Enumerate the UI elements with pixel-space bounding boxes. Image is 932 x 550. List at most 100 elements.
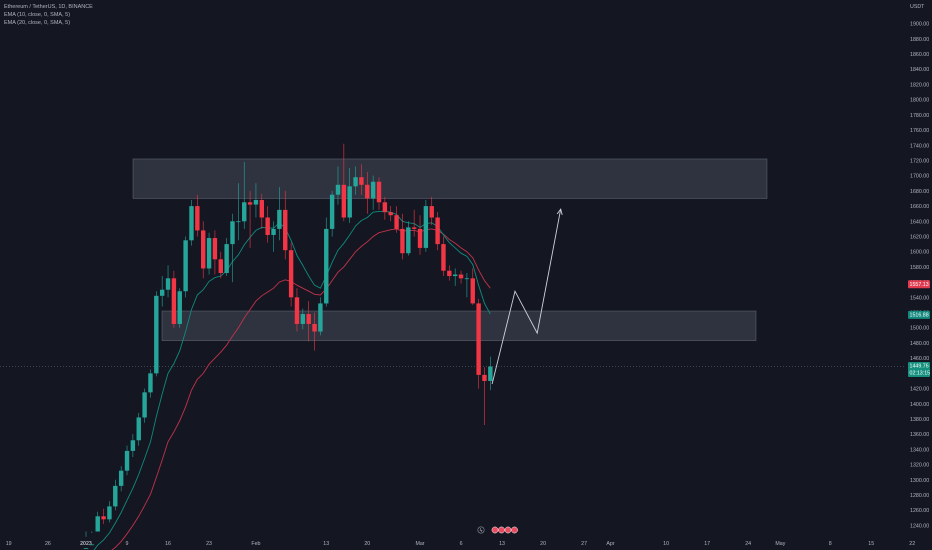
bearish-candle[interactable] [365, 184, 370, 199]
bearish-candle[interactable] [201, 230, 206, 269]
price-axis-label: 1640.00 [910, 219, 929, 225]
time-axis-label: Mar [415, 541, 424, 547]
bearish-candle[interactable] [218, 259, 223, 273]
bullish-candle[interactable] [107, 506, 112, 520]
bullish-candle[interactable] [271, 228, 276, 235]
bearish-candle[interactable] [294, 297, 300, 324]
bullish-candle[interactable] [300, 314, 306, 324]
bullish-candle[interactable] [488, 366, 493, 381]
ema-10-legend[interactable]: EMA (10, close, 0, SMA, 5) [4, 12, 71, 18]
bullish-candle[interactable] [165, 278, 171, 290]
bearish-candle[interactable] [482, 374, 487, 381]
bullish-candle[interactable] [136, 417, 141, 441]
bullish-candle[interactable] [183, 240, 188, 292]
bullish-candle[interactable] [124, 450, 130, 471]
price-axis-label: 1340.00 [910, 447, 929, 453]
bearish-candle[interactable] [265, 217, 270, 235]
price-axis-label: 1540.00 [910, 295, 929, 301]
price-axis-label: 1820.00 [910, 82, 929, 88]
time-axis-label: 15 [868, 541, 874, 547]
calendar-event-icon[interactable] [504, 526, 512, 534]
calendar-event-icon[interactable] [511, 526, 518, 534]
lightning-icon[interactable] [477, 526, 485, 534]
ema-20-line[interactable] [86, 228, 491, 550]
ema-10-line[interactable] [86, 210, 491, 550]
bearish-candle[interactable] [470, 278, 475, 304]
price-axis-label: 1680.00 [910, 189, 929, 195]
bearish-candle[interactable] [382, 202, 388, 213]
bearish-candle[interactable] [359, 177, 364, 185]
bearish-candle[interactable] [429, 206, 434, 218]
bullish-candle[interactable] [142, 392, 147, 418]
support-zone[interactable] [161, 310, 757, 341]
bullish-candle[interactable] [335, 184, 341, 195]
bullish-candle[interactable] [423, 206, 429, 248]
bearish-candle[interactable] [476, 303, 481, 375]
bearish-candle[interactable] [441, 244, 446, 271]
bearish-candle[interactable] [388, 212, 393, 216]
bearish-candle[interactable] [212, 238, 218, 260]
bearish-candle[interactable] [101, 516, 106, 520]
ema-20-legend[interactable]: EMA (20, close, 0, SMA, 5) [4, 20, 71, 26]
bullish-candle[interactable] [452, 274, 458, 277]
price-axis-label: 1280.00 [910, 493, 929, 499]
price-axis-label: 1300.00 [910, 478, 929, 484]
bearish-candle[interactable] [259, 200, 264, 218]
bearish-candle[interactable] [247, 202, 253, 205]
bullish-candle[interactable] [148, 373, 153, 393]
time-axis-label: 8 [829, 541, 832, 547]
bearish-candle[interactable] [288, 250, 294, 298]
bullish-candle[interactable] [189, 206, 194, 241]
bullish-candle[interactable] [113, 485, 118, 507]
symbol-title[interactable]: Ethereum / TetherUS, 1D, BINANCE [4, 4, 93, 10]
bearish-candle[interactable] [400, 228, 405, 254]
time-axis-label: 17 [704, 541, 710, 547]
bullish-candle[interactable] [224, 244, 229, 273]
bullish-candle[interactable] [177, 291, 182, 324]
time-axis-label: Feb [251, 541, 260, 547]
bullish-candle[interactable] [277, 209, 282, 229]
bearish-candle[interactable] [394, 215, 399, 229]
calendar-event-icon[interactable] [498, 526, 505, 534]
bullish-candle[interactable] [230, 221, 235, 245]
bullish-candle[interactable] [89, 544, 95, 546]
time-axis-label: 2023 [80, 541, 92, 547]
resistance-zone[interactable] [132, 158, 768, 199]
price-axis-label: 1700.00 [910, 174, 929, 180]
bullish-candle[interactable] [206, 238, 212, 269]
bullish-candle[interactable] [95, 516, 100, 532]
bearish-candle[interactable] [435, 217, 440, 245]
bullish-candle[interactable] [318, 303, 323, 332]
bullish-candle[interactable] [329, 194, 335, 229]
bullish-candle[interactable] [347, 186, 352, 218]
bearish-candle[interactable] [312, 323, 317, 332]
bullish-candle[interactable] [324, 228, 329, 304]
projection-path[interactable] [491, 209, 562, 385]
bullish-candle[interactable] [83, 548, 89, 550]
bullish-candle[interactable] [242, 202, 247, 222]
price-axis-label: 1620.00 [910, 235, 929, 241]
bullish-candle[interactable] [253, 200, 259, 205]
bearish-candle[interactable] [195, 206, 200, 231]
bearish-candle[interactable] [376, 181, 382, 203]
time-axis-label: 20 [364, 541, 370, 547]
bearish-candle[interactable] [171, 278, 177, 324]
bullish-candle[interactable] [154, 295, 159, 374]
bearish-candle[interactable] [447, 270, 452, 277]
bearish-candle[interactable] [458, 274, 464, 279]
bullish-candle[interactable] [130, 440, 136, 451]
calendar-event-icon[interactable] [491, 526, 499, 534]
bearish-candle[interactable] [306, 314, 311, 324]
bullish-candle[interactable] [464, 278, 470, 280]
bullish-candle[interactable] [236, 221, 241, 223]
bullish-candle[interactable] [159, 289, 165, 296]
bullish-candle[interactable] [353, 177, 358, 187]
bearish-candle[interactable] [341, 184, 347, 218]
bullish-candle[interactable] [370, 181, 376, 199]
bullish-candle[interactable] [118, 470, 124, 486]
bearish-candle[interactable] [417, 228, 423, 248]
bearish-candle[interactable] [283, 209, 288, 251]
bullish-candle[interactable] [406, 227, 411, 254]
bearish-candle[interactable] [411, 227, 417, 229]
